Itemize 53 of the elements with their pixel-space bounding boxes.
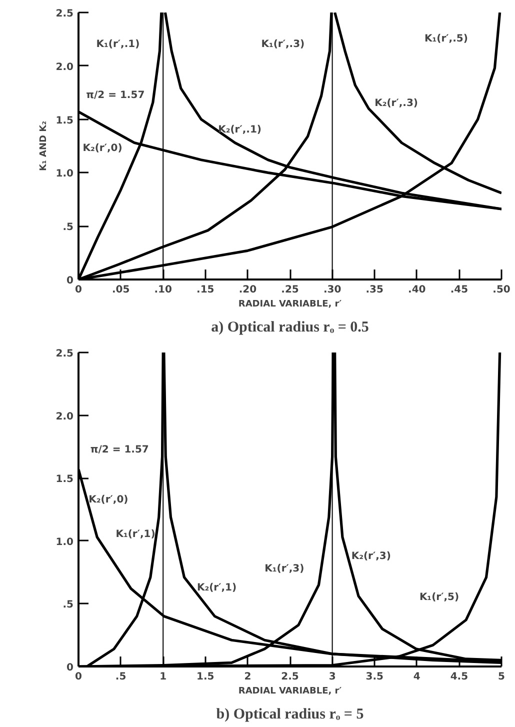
series-label: K₁(r′,5): [419, 592, 460, 603]
y-tick-label: 2.0: [56, 411, 74, 422]
y-tick-label: 2.5: [56, 348, 74, 360]
x-tick-label: 4.5: [450, 672, 468, 682]
series-label: K₂(r′,.3): [374, 98, 418, 109]
y-tick-label: 1.0: [56, 536, 74, 548]
x-tick-label: 1: [160, 672, 167, 682]
x-tick-label: .10: [154, 284, 172, 296]
x-tick-label: 0: [75, 672, 82, 682]
series-label: K₂(r′,.1): [218, 124, 262, 136]
x-tick-label: 2: [244, 672, 252, 682]
y-tick-label: 2.0: [56, 62, 74, 73]
series-label: K₂(r′,1): [196, 582, 237, 594]
text: a) Optical radius rₒ = 0.5: [211, 320, 369, 336]
series-label: K₁(r′,.1): [96, 39, 140, 50]
y-tick-label: 2.5: [56, 8, 74, 20]
y-tick-label: 0: [66, 276, 74, 286]
annotation: π/2 = 1.57: [86, 90, 145, 101]
x-tick-label: .15: [196, 284, 214, 296]
x-tick-label: 3.5: [366, 672, 384, 682]
x-tick-label: .40: [408, 284, 426, 296]
y-tick-label: 1.0: [56, 168, 74, 180]
x-tick-label: 5: [498, 672, 506, 682]
y-tick-label: 1.5: [56, 115, 74, 126]
y-tick-label: .5: [62, 222, 74, 234]
y-tick-label: 0: [66, 662, 74, 674]
text: K₁(r′,.5): [424, 34, 468, 45]
x-tick-label: .45: [450, 284, 468, 296]
text: K₁(r′,.3): [261, 39, 305, 50]
x-axis-title: RADIAL VARIABLE, r′: [238, 686, 342, 696]
annotation: π/2 = 1.57: [90, 444, 149, 456]
x-tick-label: .5: [115, 672, 126, 682]
y-axis-title: K₁ AND K₂: [38, 120, 49, 172]
x-tick-label: .05: [112, 284, 130, 296]
x-tick-label: .50: [492, 284, 510, 296]
x-tick-label: 2.5: [281, 672, 299, 682]
y-tick-label: 1.5: [56, 474, 74, 486]
series-label: K₁(r′,1): [116, 529, 156, 540]
text: b) Optical radius rₒ = 5: [216, 706, 364, 722]
series-label: K₂(r′,3): [351, 551, 391, 562]
x-tick-label: 4: [413, 672, 420, 682]
x-axis-title: RADIAL VARIABLE, r′: [238, 300, 342, 310]
x-tick-label: .30: [323, 284, 342, 296]
series-label: K₂(r′,0): [82, 143, 122, 154]
series-label: K₁(r′,3): [264, 564, 304, 575]
y-tick-label: .5: [62, 600, 74, 611]
x-tick-label: 3: [328, 672, 336, 682]
x-tick-label: 1.5: [196, 672, 214, 682]
x-tick-label: .25: [281, 284, 299, 296]
x-tick-label: .20: [238, 284, 257, 296]
x-tick-label: 0: [75, 284, 82, 296]
x-tick-label: .35: [366, 284, 384, 296]
series-label: K₂(r′,0): [88, 494, 128, 506]
